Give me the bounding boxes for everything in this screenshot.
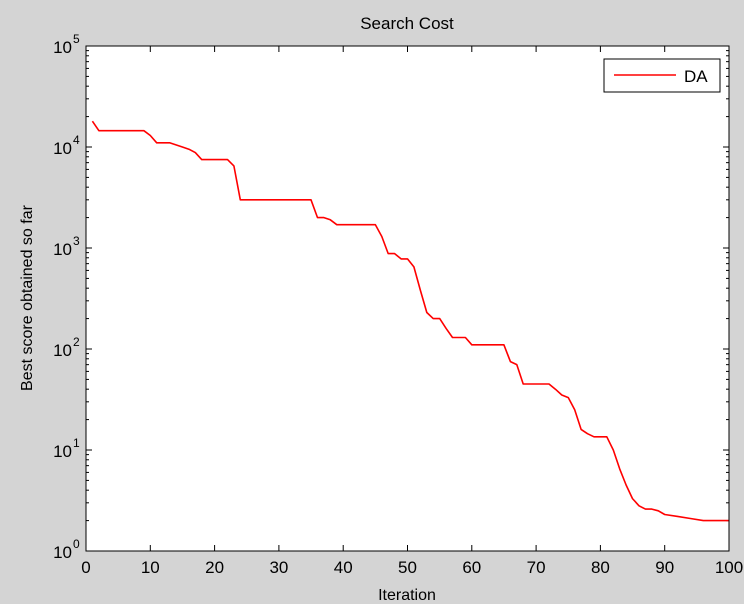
y-tick-label: 10 (53, 139, 72, 158)
x-tick-label: 40 (334, 558, 353, 577)
x-tick-label: 20 (205, 558, 224, 577)
y-tick-label: 10 (53, 240, 72, 259)
x-tick-label: 50 (398, 558, 417, 577)
series-line-da (91, 120, 729, 522)
plot-area (86, 46, 729, 551)
plot-frame (85, 45, 730, 552)
y-tick-exponent: 1 (73, 436, 80, 450)
x-tick-label: 30 (269, 558, 288, 577)
legend-label-da: DA (684, 67, 708, 86)
series-lines (91, 120, 729, 522)
y-tick-label: 10 (53, 543, 72, 562)
y-tick-label: 10 (53, 341, 72, 360)
x-tick-label: 80 (591, 558, 610, 577)
x-axis-label: Iteration (378, 587, 436, 604)
y-tick-exponent: 3 (73, 234, 80, 248)
y-tick-label: 10 (53, 442, 72, 461)
x-tick-label: 0 (81, 558, 90, 577)
x-tick-label: 100 (715, 558, 743, 577)
x-tick-label: 60 (462, 558, 481, 577)
y-tick-exponent: 2 (73, 335, 80, 349)
x-tick-label: 90 (655, 558, 674, 577)
x-tick-label: 10 (141, 558, 160, 577)
chart-title: Search Cost (360, 14, 454, 33)
x-tick-label: 70 (527, 558, 546, 577)
legend: DA (603, 58, 721, 93)
y-tick-exponent: 4 (73, 133, 80, 147)
y-axis-label: Best score obtained so far (19, 204, 36, 391)
y-tick-exponent: 5 (73, 32, 80, 46)
y-tick-exponent: 0 (73, 537, 80, 551)
y-tick-label: 10 (53, 38, 72, 57)
